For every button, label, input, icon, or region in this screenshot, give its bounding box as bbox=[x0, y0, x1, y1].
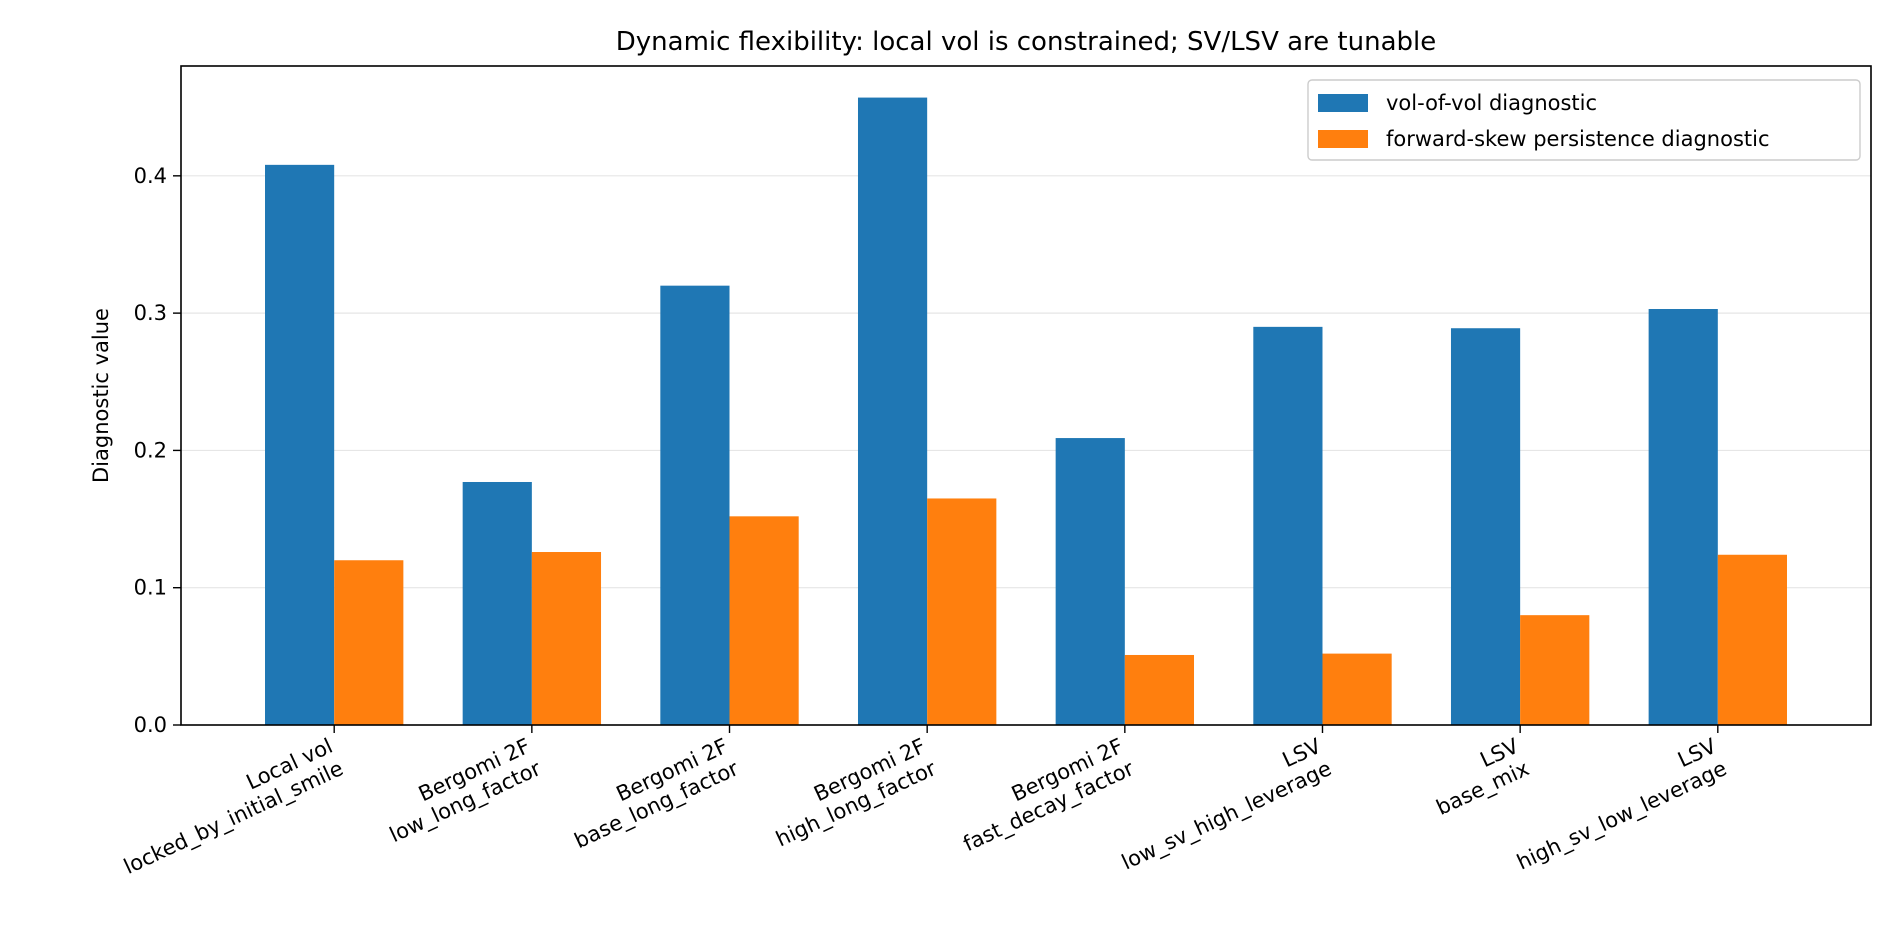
bar-forward-skew-2 bbox=[729, 516, 799, 725]
bars bbox=[265, 97, 1787, 726]
bar-forward-skew-1 bbox=[531, 552, 602, 725]
legend[interactable]: vol-of-vol diagnostic forward-skew persis… bbox=[1307, 79, 1861, 161]
bar-forward-skew-7 bbox=[1717, 554, 1787, 725]
bar-forward-skew-0 bbox=[334, 560, 404, 725]
y-tick-label: 0.1 bbox=[134, 576, 167, 600]
bar-forward-skew-4 bbox=[1124, 654, 1195, 725]
bar-vol-of-vol-1 bbox=[462, 481, 532, 725]
bar-vol-of-vol-4 bbox=[1055, 438, 1125, 725]
bar-vol-of-vol-2 bbox=[660, 285, 730, 725]
y-tick-label: 0.0 bbox=[134, 713, 167, 737]
bar-vol-of-vol-7 bbox=[1648, 309, 1718, 725]
plot-frame bbox=[180, 65, 1872, 726]
bar-vol-of-vol-5 bbox=[1253, 326, 1323, 725]
bar-vol-of-vol-6 bbox=[1450, 328, 1521, 725]
legend-label: vol-of-vol diagnostic bbox=[1386, 91, 1597, 115]
y-tick-label: 0.4 bbox=[134, 164, 167, 188]
y-tick-label: 0.2 bbox=[134, 438, 167, 462]
y-tick-label: 0.3 bbox=[134, 301, 167, 325]
bar-forward-skew-6 bbox=[1520, 615, 1590, 725]
legend-box bbox=[1307, 79, 1861, 161]
legend-swatch bbox=[1318, 130, 1368, 148]
bar-vol-of-vol-3 bbox=[857, 97, 928, 725]
bar-forward-skew-3 bbox=[927, 498, 997, 725]
legend-swatch bbox=[1318, 94, 1368, 112]
legend-label: forward-skew persistence diagnostic bbox=[1386, 127, 1770, 151]
y-axis: 0.0 0.1 0.2 0.3 0.4 bbox=[134, 164, 181, 737]
y-axis-label: Diagnostic value bbox=[89, 308, 113, 483]
chart-title: Dynamic flexibility: local vol is constr… bbox=[616, 27, 1437, 57]
bar-vol-of-vol-0 bbox=[265, 164, 335, 726]
bar-forward-skew-5 bbox=[1322, 653, 1392, 725]
